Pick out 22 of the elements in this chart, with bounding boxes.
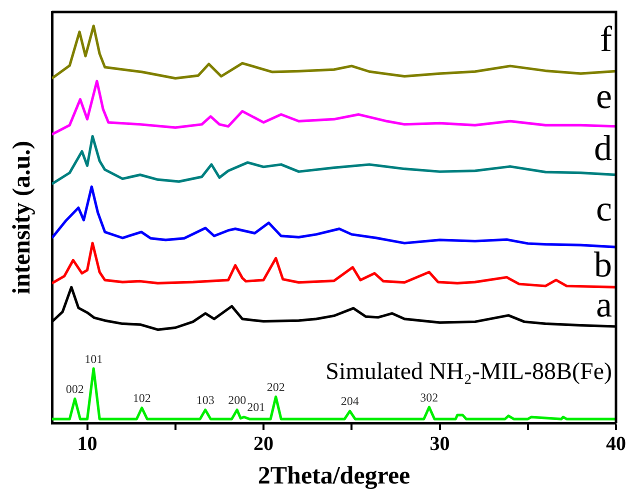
annotation: 102 (132, 391, 151, 406)
x-tick-label: 30 (430, 433, 450, 456)
y-axis-title: intensity (a.u.) (8, 140, 36, 294)
annotation: 101 (84, 352, 103, 366)
x-axis-title: 2Theta/degree (258, 462, 410, 490)
x-tick-label: 40 (606, 433, 626, 456)
annotation: 002 (66, 382, 84, 396)
annotation: 103 (196, 393, 214, 408)
x-tick-label: 10 (77, 433, 98, 456)
annotation: 202 (266, 380, 285, 394)
series-label: a (596, 284, 612, 324)
annotation: 200 (228, 393, 246, 408)
series-label: c (596, 188, 612, 228)
annotation: 204 (340, 394, 359, 408)
series-label: d (594, 128, 612, 168)
series-label: e (596, 76, 612, 116)
annotation: 302 (420, 390, 438, 404)
series-label: Simulated NH₂-MIL-88B(Fe) (326, 359, 612, 386)
x-tick-label: 20 (254, 433, 274, 456)
series-label: b (594, 244, 612, 285)
series-label: f (600, 19, 612, 60)
annotation: 201 (247, 400, 266, 414)
